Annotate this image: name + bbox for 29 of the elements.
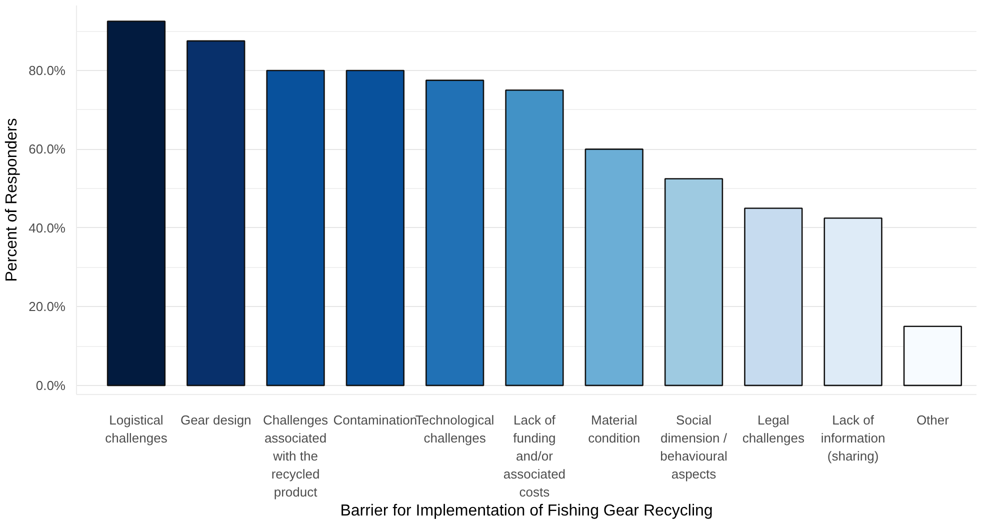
y-tick-label: 20.0% xyxy=(28,299,66,314)
x-tick-label: Lack of information (sharing) xyxy=(820,412,886,464)
x-tick-label: Technological challenges xyxy=(415,412,494,446)
y-tick-label: 80.0% xyxy=(28,62,66,78)
bar xyxy=(744,208,803,386)
x-tick-label: Lack of funding and/or associated costs xyxy=(503,412,566,500)
bar xyxy=(824,217,882,386)
x-tick-label: Social dimension / behavioural aspects xyxy=(660,412,728,482)
bar xyxy=(266,70,325,386)
bar xyxy=(903,326,962,386)
x-tick-label: Other xyxy=(916,412,950,428)
bar xyxy=(584,148,644,386)
bar xyxy=(425,80,484,386)
y-tick-label: 60.0% xyxy=(28,142,66,157)
x-axis-title: Barrier for Implementation of Fishing Gear Recycling xyxy=(340,502,713,520)
x-tick-label: Contamination xyxy=(333,412,418,428)
bar xyxy=(346,70,404,386)
y-tick-label: 40.0% xyxy=(28,220,66,236)
x-tick-label: Legal challenges xyxy=(742,412,805,446)
bar xyxy=(505,90,564,386)
x-tick-label: Challenges associated with the recycled product xyxy=(263,412,329,500)
x-tick-label: Material condition xyxy=(588,412,640,446)
bar xyxy=(664,178,724,386)
x-tick-label: Logistical challenges xyxy=(105,412,168,446)
y-tick-label: 0.0% xyxy=(36,378,66,393)
bar xyxy=(106,20,166,386)
bar xyxy=(186,40,246,386)
x-tick-label: Gear design xyxy=(180,412,252,428)
y-axis-title: Percent of Responders xyxy=(4,118,21,282)
